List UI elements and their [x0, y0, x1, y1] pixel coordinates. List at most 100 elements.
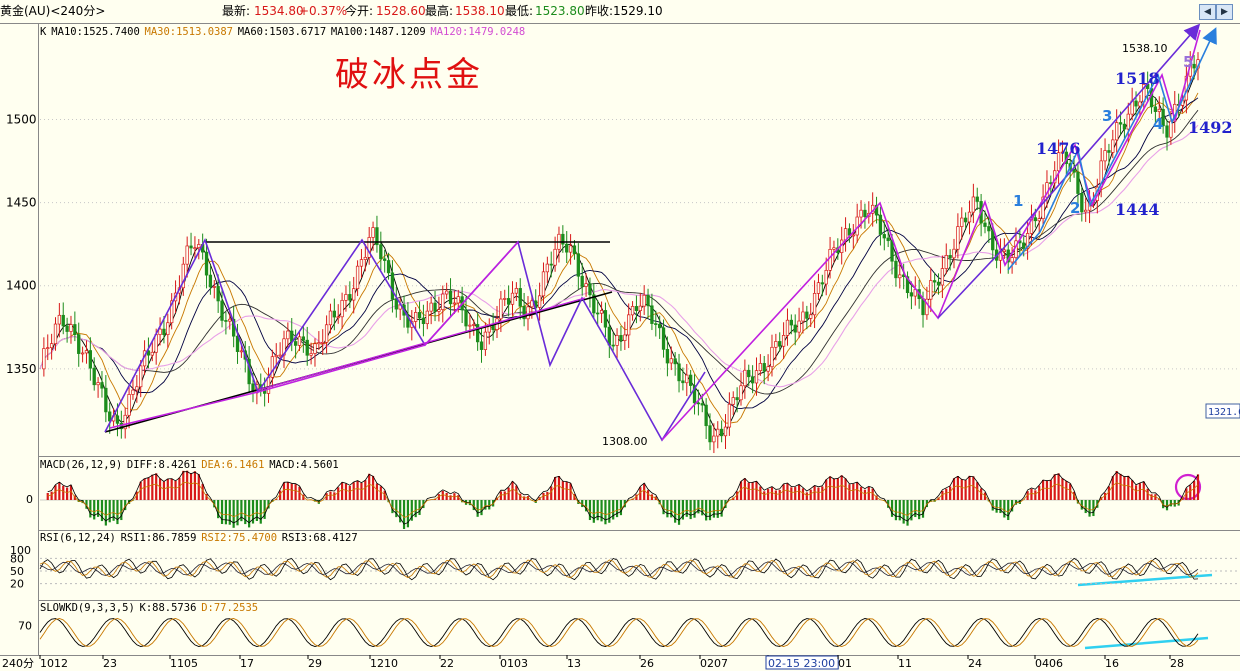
candle-body — [561, 233, 565, 245]
candle-body — [750, 376, 755, 384]
candle-body — [592, 294, 596, 314]
x-tick-label: 24 — [968, 657, 982, 670]
candle-body — [793, 324, 797, 333]
candle-body — [596, 312, 600, 315]
candle-body — [627, 314, 631, 336]
x-tick-label: 0103 — [500, 657, 528, 670]
candle-body — [727, 403, 732, 428]
candle-body — [948, 255, 952, 259]
candle-body — [1111, 139, 1115, 153]
candle-body — [952, 248, 956, 259]
x-tick-label: 26 — [640, 657, 654, 670]
price-tick-label: 1400 — [6, 279, 37, 293]
candle-body — [778, 341, 782, 347]
macd-histogram — [40, 470, 1200, 529]
rsi-legend-item: RSI3:68.4127 — [282, 532, 358, 544]
ma-legend-item: K — [40, 26, 47, 38]
right-price-box — [1205, 403, 1240, 419]
candle-body — [510, 292, 515, 305]
candle-body — [181, 263, 185, 289]
rsi-tick-label: 100 — [10, 544, 31, 557]
candle-body — [433, 302, 437, 312]
candle-body — [874, 204, 879, 216]
candle-body — [77, 334, 81, 354]
candle-body — [1103, 150, 1107, 162]
price-tick-label: 1350 — [6, 362, 37, 376]
candle-body — [1192, 63, 1196, 69]
macd-legend-item: MACD:4.5601 — [269, 459, 339, 471]
candle-body — [681, 380, 685, 384]
candle-body — [603, 310, 608, 328]
candle-body — [293, 341, 298, 346]
ma-legend-item: MA10:1525.7400 — [51, 26, 140, 38]
candle-body — [352, 288, 356, 301]
candle-body — [909, 292, 914, 297]
ma-legend-item: MA30:1513.0387 — [145, 26, 234, 38]
candle-body — [383, 258, 387, 261]
candle-body — [545, 263, 550, 273]
candle-body — [812, 293, 817, 316]
candle-body — [921, 298, 925, 316]
candle-body — [499, 298, 503, 320]
candle-body — [1165, 125, 1169, 138]
grid-lines — [40, 118, 1240, 370]
high-price: 1538.10 — [455, 4, 505, 18]
candle-body — [468, 324, 472, 327]
kd-line-D — [39, 618, 1199, 647]
candle-body — [770, 346, 774, 368]
candle-body — [638, 305, 642, 311]
candle-body — [452, 302, 457, 305]
price-change: +0.37% — [299, 4, 348, 18]
candle-body — [615, 335, 619, 346]
candle-body — [162, 328, 166, 336]
macd-legend-item: MACD(26,12,9) — [40, 459, 122, 471]
price-tick-label: 1500 — [6, 112, 37, 126]
candle-body — [623, 334, 627, 341]
candle-body — [278, 354, 282, 357]
level-1518-label: 1518 — [1115, 69, 1160, 88]
purple-trend-arrow — [937, 23, 1201, 319]
open-label: 今开: — [345, 4, 374, 18]
macd-legend: MACD(26,12,9) DIFF:8.4261 DEA:6.1461 MACD:4… — [40, 459, 339, 471]
x-cursor-box — [765, 655, 839, 670]
candle-body — [69, 324, 73, 332]
candle-body — [1076, 171, 1080, 194]
candle-body — [785, 319, 790, 336]
candle-body — [1033, 217, 1037, 222]
candle-body — [863, 209, 867, 218]
candle-body — [1126, 113, 1130, 130]
candle-body — [797, 320, 801, 333]
candle-body — [139, 365, 143, 388]
scroll-left-button[interactable]: ◀ — [1199, 4, 1216, 20]
wave-label-5: 5 — [1183, 53, 1193, 71]
ma-legend-item: MA60:1503.6717 — [238, 26, 327, 38]
candle-body — [503, 298, 507, 300]
candle-body — [956, 226, 960, 250]
candle-body — [321, 341, 325, 344]
candle-body — [84, 350, 89, 354]
candle-body — [634, 306, 639, 311]
candle-body — [239, 350, 244, 353]
candle-body — [658, 323, 662, 329]
candle-body — [739, 385, 743, 401]
pattern-annotations — [104, 23, 1217, 650]
candle-body — [1025, 233, 1030, 249]
candle-body — [46, 347, 50, 350]
candle-body — [266, 376, 271, 394]
candle-body — [929, 280, 933, 300]
candle-body — [49, 343, 54, 349]
candle-body — [359, 259, 364, 267]
candle-body — [878, 214, 883, 235]
candle-body — [960, 217, 964, 227]
candle-body — [514, 288, 519, 294]
candle-body — [673, 358, 677, 365]
rsi-lines — [39, 557, 1240, 585]
kd-lines — [39, 618, 1199, 647]
scroll-right-button[interactable]: ▶ — [1216, 4, 1233, 20]
macd-diff-line — [47, 471, 1199, 525]
candle-body — [317, 342, 321, 345]
candle-body — [932, 280, 937, 283]
candle-body — [530, 300, 534, 308]
